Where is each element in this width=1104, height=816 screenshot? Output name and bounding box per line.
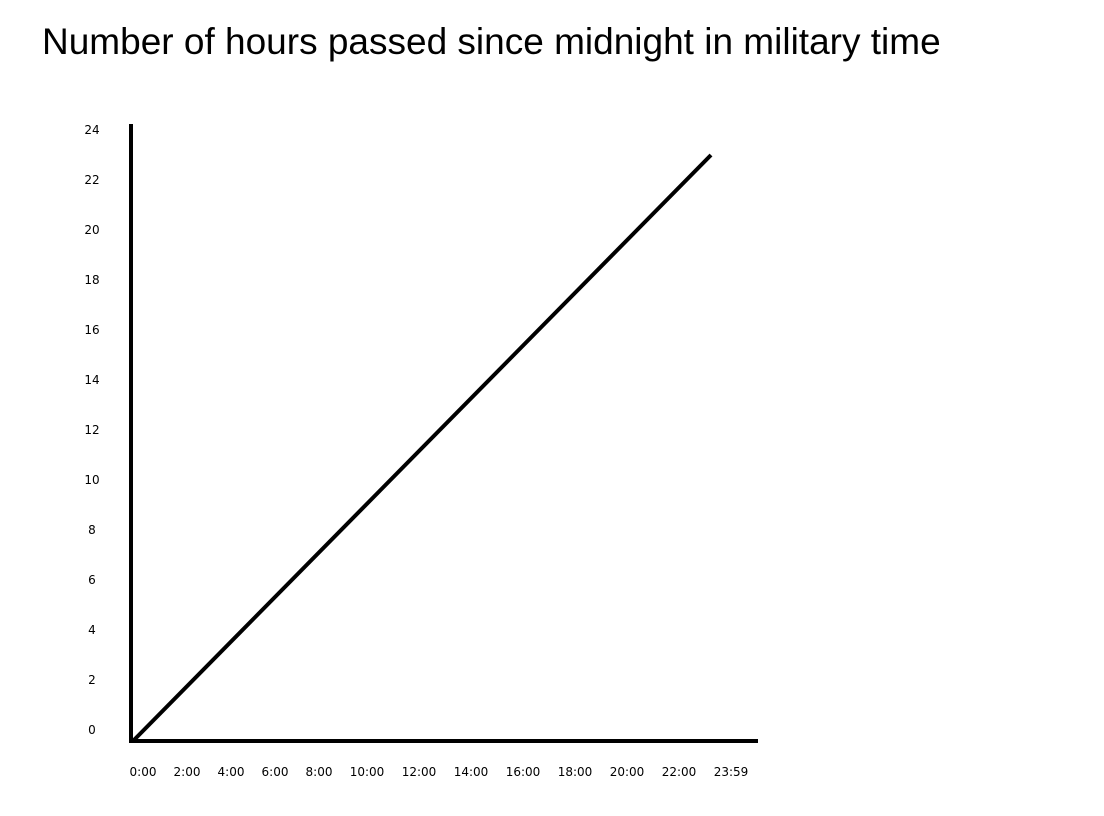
x-tick-label: 14:00 — [454, 765, 489, 779]
x-tick-label: 0:00 — [130, 765, 157, 779]
chart-axes — [129, 124, 758, 743]
y-tick-label: 4 — [88, 623, 96, 637]
x-tick-label: 8:00 — [306, 765, 333, 779]
x-tick-label: 23:59 — [714, 765, 749, 779]
y-tick-label: 14 — [84, 373, 99, 387]
x-tick-label: 2:00 — [174, 765, 201, 779]
y-tick-label: 0 — [88, 723, 96, 737]
y-tick-label: 8 — [88, 523, 96, 537]
x-tick-label: 4:00 — [218, 765, 245, 779]
x-tick-label: 18:00 — [558, 765, 593, 779]
y-tick-label: 16 — [84, 323, 99, 337]
y-tick-label: 20 — [84, 223, 99, 237]
y-tick-label: 6 — [88, 573, 96, 587]
y-tick-label: 12 — [84, 423, 99, 437]
y-tick-label: 2 — [88, 673, 96, 687]
x-tick-label: 20:00 — [610, 765, 645, 779]
y-tick-label: 10 — [84, 473, 99, 487]
x-tick-label: 22:00 — [662, 765, 697, 779]
series-line — [131, 153, 713, 743]
y-tick-label: 18 — [84, 273, 99, 287]
x-axis-ticks: 0:00 2:00 4:00 6:00 8:00 10:00 12:00 14:00 16:00… — [130, 765, 749, 779]
chart-series — [131, 153, 713, 743]
x-tick-label: 16:00 — [506, 765, 541, 779]
chart-title: Number of hours passed since midnight in… — [42, 21, 941, 62]
y-tick-label: 24 — [84, 123, 99, 137]
x-tick-label: 12:00 — [402, 765, 437, 779]
y-tick-label: 22 — [84, 173, 99, 187]
x-tick-label: 6:00 — [262, 765, 289, 779]
x-tick-label: 10:00 — [350, 765, 385, 779]
